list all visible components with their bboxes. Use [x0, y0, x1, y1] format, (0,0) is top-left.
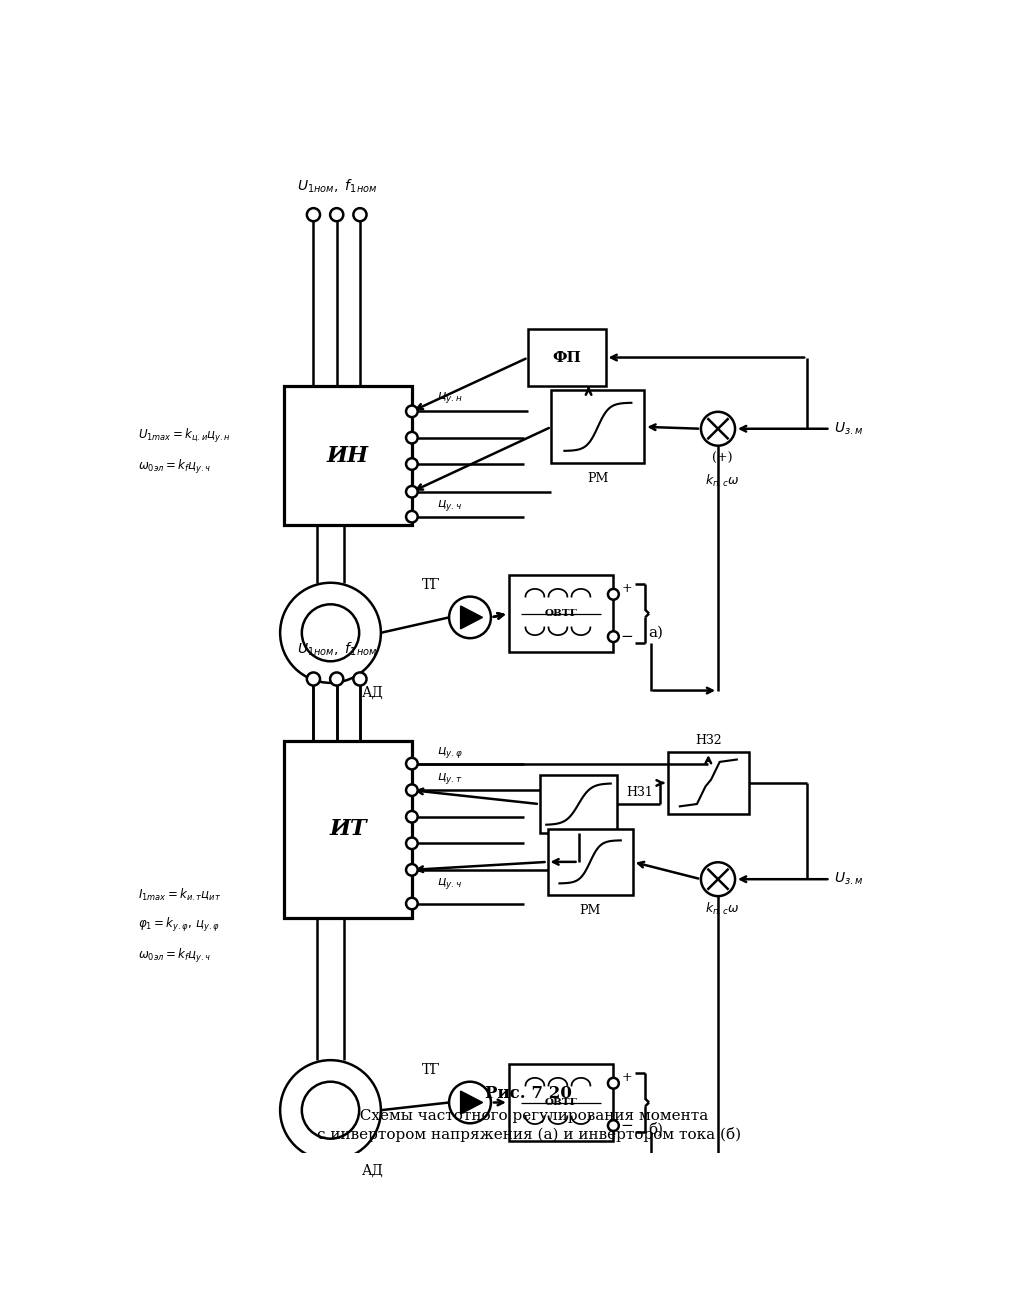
- Circle shape: [406, 897, 418, 909]
- Circle shape: [406, 838, 418, 850]
- Text: с инвертором напряжения (а) и инвертором тока (б): с инвертором напряжения (а) и инвертором…: [317, 1128, 741, 1142]
- Text: ТГ: ТГ: [422, 578, 441, 592]
- Circle shape: [330, 208, 344, 221]
- Bar: [284, 741, 412, 918]
- Circle shape: [608, 1120, 619, 1131]
- Text: $ц_{у.ч}$: $ц_{у.ч}$: [437, 877, 461, 891]
- Circle shape: [330, 672, 344, 685]
- Text: АД: АД: [362, 1163, 384, 1177]
- Circle shape: [307, 672, 320, 685]
- Text: $\varphi_1=k_{у.\varphi},\,ц_{у.\varphi}$: $\varphi_1=k_{у.\varphi},\,ц_{у.\varphi}…: [138, 917, 220, 935]
- Text: НЗ2: НЗ2: [695, 734, 721, 747]
- Polygon shape: [460, 606, 483, 629]
- Text: $\omega_{0эл}=k_f ц_{у.ч}$: $\omega_{0эл}=k_f ц_{у.ч}$: [138, 947, 212, 965]
- Text: ОВТГ: ОВТГ: [545, 609, 578, 618]
- Text: РМ: РМ: [579, 904, 601, 917]
- Bar: [668, 752, 749, 813]
- Circle shape: [301, 1081, 359, 1138]
- Text: $ц_{у.ч}$: $ц_{у.ч}$: [437, 499, 461, 513]
- Text: $ц_{у.т}$: $ц_{у.т}$: [437, 771, 462, 786]
- Circle shape: [301, 605, 359, 662]
- Circle shape: [406, 785, 418, 796]
- Circle shape: [406, 433, 418, 443]
- Text: $U_{з.м}$: $U_{з.м}$: [834, 872, 864, 887]
- Text: +: +: [621, 1071, 632, 1084]
- Text: Схемы частотного регулирования момента: Схемы частотного регулирования момента: [350, 1110, 708, 1123]
- Circle shape: [353, 208, 366, 221]
- Text: −: −: [620, 629, 633, 644]
- Circle shape: [406, 758, 418, 769]
- Polygon shape: [460, 1092, 483, 1114]
- Text: Рис. 7 20: Рис. 7 20: [485, 1085, 573, 1102]
- Text: АД: АД: [362, 686, 384, 699]
- Circle shape: [280, 583, 381, 682]
- Bar: [509, 1064, 613, 1141]
- Bar: [540, 776, 617, 833]
- Text: ОВТГ: ОВТГ: [545, 1098, 578, 1107]
- Text: ИТ: ИТ: [329, 818, 366, 840]
- Text: б): б): [648, 1123, 664, 1137]
- Circle shape: [406, 486, 418, 497]
- Circle shape: [280, 1061, 381, 1160]
- Text: ТГ: ТГ: [422, 1063, 441, 1077]
- Circle shape: [608, 631, 619, 642]
- Circle shape: [449, 597, 491, 638]
- Circle shape: [406, 458, 418, 470]
- Circle shape: [353, 672, 366, 685]
- Text: (+): (+): [712, 452, 732, 465]
- Text: $ц_{у.\varphi}$: $ц_{у.\varphi}$: [437, 745, 462, 760]
- Circle shape: [406, 811, 418, 822]
- Circle shape: [406, 864, 418, 875]
- Text: $U_{1ном},\ f_{1ном}$: $U_{1ном},\ f_{1ном}$: [296, 641, 377, 658]
- Text: НЗ1: НЗ1: [626, 786, 653, 799]
- Text: а): а): [648, 625, 664, 640]
- Text: ФП: ФП: [552, 351, 581, 364]
- Text: ИН: ИН: [327, 444, 368, 466]
- Text: $U_{з.м}$: $U_{з.м}$: [834, 421, 864, 436]
- Text: $k_{п.с}\omega$: $k_{п.с}\omega$: [705, 473, 739, 490]
- Text: $I_{1max}=k_{и.т}ц_{ит}$: $I_{1max}=k_{и.т}ц_{ит}$: [138, 887, 222, 903]
- Bar: [509, 575, 613, 653]
- Circle shape: [608, 1077, 619, 1089]
- Text: $U_{1max}=k_{ц.и}ц_{у.н}$: $U_{1max}=k_{ц.и}ц_{у.н}$: [138, 427, 231, 445]
- Circle shape: [406, 512, 418, 522]
- Circle shape: [608, 589, 619, 600]
- Bar: [284, 386, 412, 524]
- Text: −: −: [620, 1119, 633, 1133]
- Text: РМ: РМ: [587, 473, 609, 486]
- Circle shape: [406, 405, 418, 417]
- Text: $ц_{у.н}$: $ц_{у.н}$: [437, 390, 462, 405]
- Text: $U_{1ном},\ f_{1ном}$: $U_{1ном},\ f_{1ном}$: [296, 177, 377, 196]
- Bar: [548, 829, 633, 895]
- Bar: [551, 390, 644, 464]
- Circle shape: [701, 862, 735, 896]
- Circle shape: [307, 208, 320, 221]
- Circle shape: [449, 1081, 491, 1123]
- Text: $\omega_{0эл}=k_f ц_{у.ч}$: $\omega_{0эл}=k_f ц_{у.ч}$: [138, 458, 212, 477]
- Circle shape: [701, 412, 735, 445]
- Text: $k_{п.с}\omega$: $k_{п.с}\omega$: [705, 900, 739, 917]
- Text: +: +: [621, 583, 632, 596]
- Bar: [528, 329, 606, 386]
